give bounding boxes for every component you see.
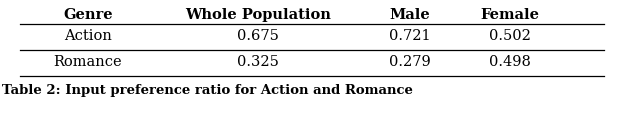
Text: 0.502: 0.502 bbox=[489, 29, 531, 43]
Text: 0.675: 0.675 bbox=[237, 29, 279, 43]
Text: Female: Female bbox=[480, 8, 540, 22]
Text: Table 2: Input preference ratio for Action and Romance: Table 2: Input preference ratio for Acti… bbox=[2, 84, 413, 97]
Text: Male: Male bbox=[389, 8, 431, 22]
Text: Genre: Genre bbox=[63, 8, 113, 22]
Text: Action: Action bbox=[64, 29, 112, 43]
Text: 0.279: 0.279 bbox=[389, 55, 431, 69]
Text: Romance: Romance bbox=[54, 55, 122, 69]
Text: 0.325: 0.325 bbox=[237, 55, 279, 69]
Text: 0.721: 0.721 bbox=[389, 29, 431, 43]
Text: 0.498: 0.498 bbox=[489, 55, 531, 69]
Text: Whole Population: Whole Population bbox=[185, 8, 331, 22]
